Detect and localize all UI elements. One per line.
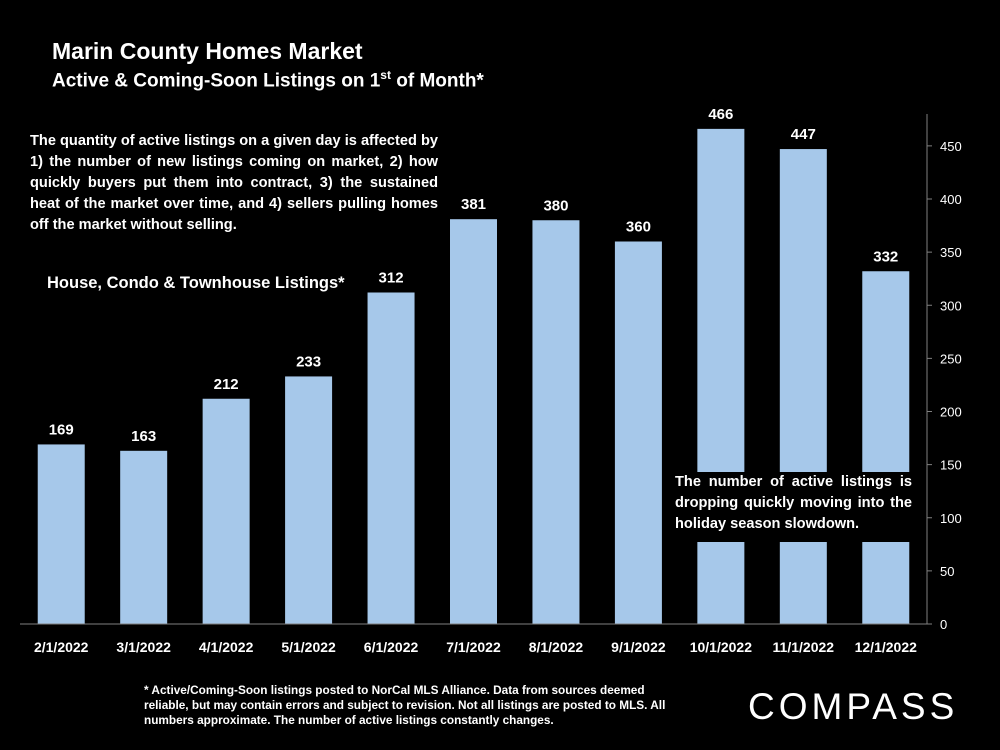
data-label: 169 xyxy=(49,421,74,438)
x-tick-label: 10/1/2022 xyxy=(690,639,752,655)
data-label: 381 xyxy=(461,196,486,213)
x-tick-label: 11/1/2022 xyxy=(773,639,835,655)
bar xyxy=(202,398,250,624)
x-tick-label: 2/1/2022 xyxy=(34,639,89,655)
data-label: 312 xyxy=(379,270,404,287)
bar xyxy=(120,450,168,624)
bar xyxy=(37,444,85,624)
y-tick-label: 250 xyxy=(940,351,962,366)
y-tick-label: 50 xyxy=(940,564,954,579)
y-tick-label: 350 xyxy=(940,245,962,260)
data-label: 466 xyxy=(708,106,733,123)
y-tick-label: 200 xyxy=(940,405,962,420)
y-tick-label: 400 xyxy=(940,192,962,207)
bar xyxy=(532,220,580,624)
data-label: 233 xyxy=(296,353,321,370)
x-tick-label: 3/1/2022 xyxy=(116,639,171,655)
footnote: * Active/Coming-Soon listings posted to … xyxy=(144,683,666,727)
subtitle-superscript: st xyxy=(380,68,391,82)
y-tick-label: 150 xyxy=(940,458,962,473)
data-label: 447 xyxy=(791,126,816,143)
x-tick-label: 6/1/2022 xyxy=(364,639,419,655)
x-tick-label: 5/1/2022 xyxy=(281,639,336,655)
y-tick-label: 0 xyxy=(940,617,947,632)
subtitle-tail: of Month* xyxy=(390,70,484,92)
data-label: 212 xyxy=(214,376,239,393)
chart-subtitle: Active & Coming-Soon Listings on 1st of … xyxy=(52,68,484,92)
y-tick-label: 450 xyxy=(940,139,962,154)
y-tick-label: 300 xyxy=(940,298,962,313)
x-tick-label: 9/1/2022 xyxy=(611,639,666,655)
bar xyxy=(614,241,662,624)
bar xyxy=(367,292,415,624)
bar xyxy=(697,128,745,624)
bar xyxy=(779,149,827,624)
x-tick-label: 8/1/2022 xyxy=(529,639,584,655)
bar xyxy=(285,376,333,624)
data-label: 332 xyxy=(873,248,898,265)
x-tick-label: 4/1/2022 xyxy=(199,639,254,655)
series-label: House, Condo & Townhouse Listings* xyxy=(47,274,345,292)
x-tick-label: 7/1/2022 xyxy=(446,639,501,655)
data-label: 163 xyxy=(131,428,156,445)
bar xyxy=(862,271,910,624)
bar xyxy=(450,219,497,624)
data-label: 380 xyxy=(543,197,568,214)
x-tick-label: 12/1/2022 xyxy=(855,639,917,655)
data-label: 360 xyxy=(626,219,651,236)
subtitle-main: Active & Coming-Soon Listings on 1 xyxy=(52,70,381,92)
holiday-note: The number of active listings is droppin… xyxy=(673,472,914,542)
compass-logo: COMPASS xyxy=(748,686,959,727)
intro-note: The quantity of active listings on a giv… xyxy=(30,131,438,236)
chart-title: Marin County Homes Market xyxy=(52,38,363,64)
y-tick-label: 100 xyxy=(940,511,962,526)
